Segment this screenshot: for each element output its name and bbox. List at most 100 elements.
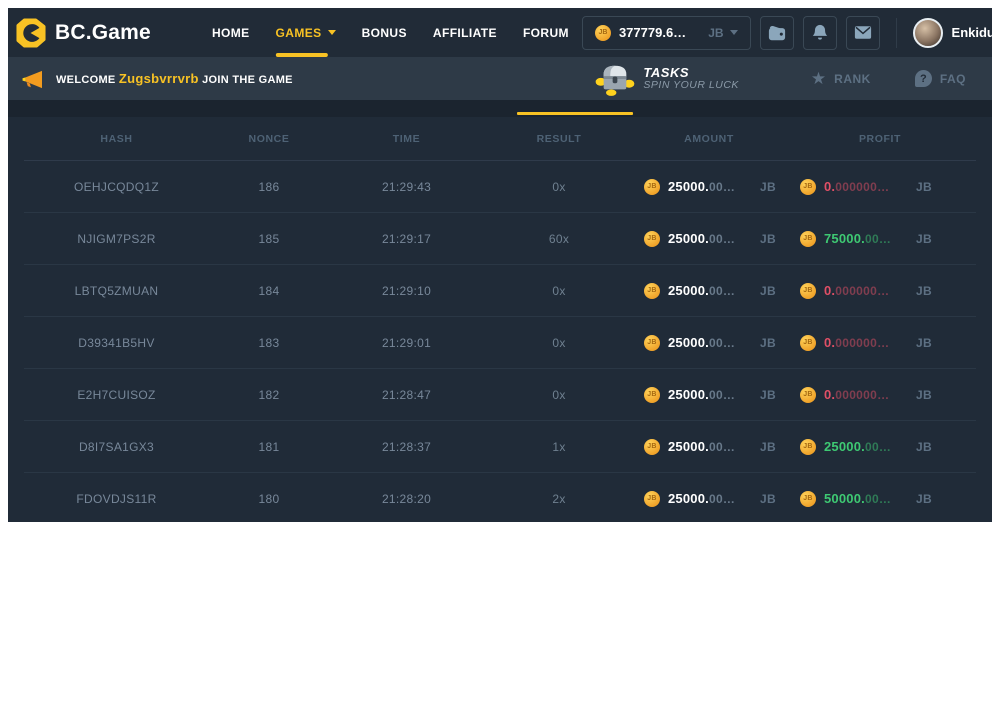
cell-profit: JB 75000.00… JB bbox=[784, 230, 976, 247]
amount-unit: JB bbox=[760, 179, 776, 194]
logo[interactable]: BC.Game bbox=[16, 17, 151, 48]
nav-item-forum[interactable]: FORUM bbox=[522, 25, 569, 40]
chevron-down-icon bbox=[729, 30, 738, 35]
cell-result: 0x bbox=[552, 387, 566, 402]
profit-value: 0.000000… bbox=[824, 387, 890, 402]
cell-profit: JB 50000.00… JB bbox=[784, 490, 976, 507]
profit-unit: JB bbox=[916, 439, 932, 454]
cell-result: 0x bbox=[552, 179, 566, 194]
coin-icon: JB bbox=[644, 386, 660, 403]
messages-button[interactable] bbox=[845, 15, 880, 50]
cell-amount: JB 25000.00… JB bbox=[634, 490, 784, 507]
balance-selector[interactable]: JB 377779.6… JB bbox=[581, 15, 751, 50]
navbar-right: JB 377779.6… JB bbox=[581, 15, 992, 50]
question-icon: ? bbox=[914, 70, 932, 87]
cell-time: 21:29:10 bbox=[381, 283, 432, 298]
table-row[interactable]: D8I7SA1GX3 181 21:28:37 1x JB 25000.00… … bbox=[24, 420, 976, 472]
cell-hash: D39341B5HV bbox=[78, 335, 155, 350]
cell-result: 0x bbox=[552, 283, 566, 298]
cell-hash: FDOVDJS11R bbox=[76, 491, 157, 506]
amount-value: 25000.00… bbox=[668, 387, 736, 402]
cell-time: 21:28:47 bbox=[381, 387, 432, 402]
coin-icon: JB bbox=[594, 24, 611, 41]
rank-link[interactable]: ★ RANK bbox=[810, 68, 871, 88]
cell-time: 21:29:43 bbox=[381, 179, 432, 194]
announcement-bar: WELCOME Zugsbvrrvrb JOIN THE GAME bbox=[8, 57, 992, 100]
nav-item-games[interactable]: GAMES bbox=[263, 8, 349, 57]
coin-icon: JB bbox=[800, 230, 816, 247]
nav-item-bonus[interactable]: BONUS bbox=[361, 25, 407, 40]
cell-amount: JB 25000.00… JB bbox=[634, 334, 784, 351]
rank-label: RANK bbox=[834, 71, 871, 86]
cell-profit: JB 25000.00… JB bbox=[784, 438, 976, 455]
cell-time: 21:29:01 bbox=[381, 335, 432, 350]
tasks-widget[interactable]: TASKS SPIN YOUR LUCK bbox=[595, 62, 739, 96]
table-row[interactable]: NJIGM7PS2R 185 21:29:17 60x JB 25000.00…… bbox=[24, 212, 976, 264]
table-row[interactable]: E2H7CUISOZ 182 21:28:47 0x JB 25000.00… … bbox=[24, 368, 976, 420]
coin-icon: JB bbox=[800, 490, 816, 507]
column-header-amount: AMOUNT bbox=[684, 132, 734, 145]
nav-item-affiliate[interactable]: AFFILIATE bbox=[432, 25, 497, 40]
coin-icon: JB bbox=[800, 386, 816, 403]
cell-amount: JB 25000.00… JB bbox=[634, 282, 784, 299]
star-icon: ★ bbox=[810, 68, 827, 88]
active-tab-indicator[interactable] bbox=[517, 112, 633, 115]
amount-unit: JB bbox=[760, 491, 776, 506]
profit-unit: JB bbox=[916, 231, 932, 246]
profit-unit: JB bbox=[916, 283, 932, 298]
column-header-nonce: NONCE bbox=[248, 132, 290, 145]
nav-item-home[interactable]: HOME bbox=[211, 25, 250, 40]
welcome-message: WELCOME Zugsbvrrvrb JOIN THE GAME bbox=[56, 71, 293, 86]
megaphone-icon bbox=[20, 69, 44, 89]
chevron-down-icon bbox=[327, 30, 336, 35]
avatar bbox=[912, 17, 943, 48]
coin-icon: JB bbox=[800, 178, 816, 195]
faq-link[interactable]: ? FAQ bbox=[914, 70, 966, 87]
cell-amount: JB 25000.00… JB bbox=[634, 178, 784, 195]
main-nav: HOME GAMES BONUS AFFILIATE FORUM bbox=[199, 8, 582, 57]
amount-unit: JB bbox=[760, 231, 776, 246]
cell-time: 21:28:37 bbox=[381, 439, 432, 454]
top-navbar: BC.Game HOME GAMES BONUS AFFILIATE FORUM… bbox=[8, 8, 992, 57]
column-header-time: TIME bbox=[392, 132, 421, 145]
profit-value: 75000.00… bbox=[824, 231, 892, 246]
profit-value: 0.000000… bbox=[824, 335, 890, 350]
amount-unit: JB bbox=[760, 283, 776, 298]
table-row[interactable]: LBTQ5ZMUAN 184 21:29:10 0x JB 25000.00… … bbox=[24, 264, 976, 316]
wallet-button[interactable] bbox=[759, 15, 794, 50]
coin-icon: JB bbox=[800, 334, 816, 351]
table-row[interactable]: D39341B5HV 183 21:29:01 0x JB 25000.00… … bbox=[24, 316, 976, 368]
table-row[interactable]: FDOVDJS11R 180 21:28:20 2x JB 25000.00… … bbox=[24, 472, 976, 522]
mail-icon bbox=[854, 25, 872, 40]
cell-hash: LBTQ5ZMUAN bbox=[74, 283, 159, 298]
notifications-button[interactable] bbox=[802, 15, 837, 50]
balance-amount: 377779.6… bbox=[618, 25, 687, 40]
table-row[interactable]: OEHJCQDQ1Z 186 21:29:43 0x JB 25000.00… … bbox=[24, 160, 976, 212]
tasks-text: TASKS SPIN YOUR LUCK bbox=[643, 66, 739, 91]
cell-nonce: 180 bbox=[258, 491, 280, 506]
amount-value: 25000.00… bbox=[668, 179, 736, 194]
cell-profit: JB 0.000000… JB bbox=[784, 334, 976, 351]
amount-value: 25000.00… bbox=[668, 283, 736, 298]
logo-icon bbox=[16, 17, 46, 48]
bets-table: HASH NONCE TIME RESULT AMOUNT PROFIT OEH… bbox=[8, 117, 992, 522]
coin-icon: JB bbox=[644, 490, 660, 507]
cell-result: 2x bbox=[552, 491, 566, 506]
amount-unit: JB bbox=[760, 439, 776, 454]
cell-time: 21:28:20 bbox=[381, 491, 432, 506]
coin-icon: JB bbox=[800, 282, 816, 299]
column-header-result: RESULT bbox=[536, 132, 582, 145]
profit-value: 50000.00… bbox=[824, 491, 892, 506]
cell-nonce: 183 bbox=[258, 335, 280, 350]
profit-unit: JB bbox=[916, 491, 932, 506]
treasure-chest-icon bbox=[595, 62, 635, 96]
faq-label: FAQ bbox=[939, 71, 966, 86]
logo-text: BC.Game bbox=[55, 20, 151, 44]
cell-profit: JB 0.000000… JB bbox=[784, 178, 976, 195]
amount-unit: JB bbox=[760, 387, 776, 402]
user-menu[interactable]: Enkidua bbox=[895, 17, 992, 48]
cell-hash: D8I7SA1GX3 bbox=[78, 439, 155, 454]
cell-amount: JB 25000.00… JB bbox=[634, 386, 784, 403]
user-name: Enkidua bbox=[951, 25, 992, 40]
